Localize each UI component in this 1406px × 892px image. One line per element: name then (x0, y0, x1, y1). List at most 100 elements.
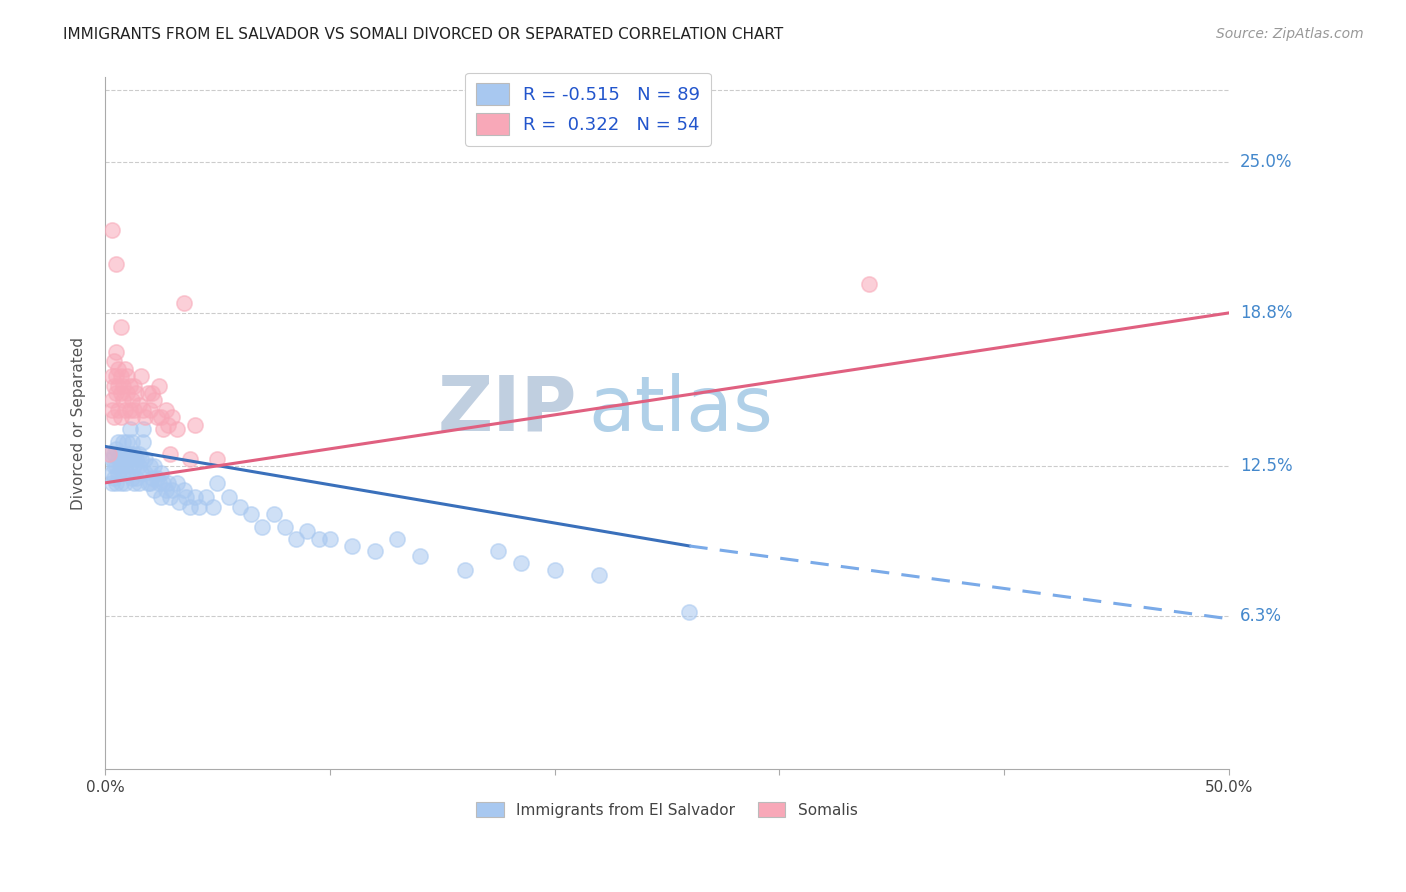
Point (509, 556, 531, 570)
Point (118, 378, 141, 392)
Point (122, 458, 145, 473)
Text: IMMIGRANTS FROM EL SALVADOR VS SOMALI DIVORCED OR SEPARATED CORRELATION CHART: IMMIGRANTS FROM EL SALVADOR VS SOMALI DI… (63, 27, 783, 42)
Point (136, 386, 159, 401)
Point (100, 403, 122, 417)
Point (118, 403, 141, 417)
Point (486, 544, 509, 558)
Point (143, 483, 166, 497)
Point (201, 500, 224, 515)
Point (107, 361, 129, 376)
Point (125, 386, 148, 401)
Point (114, 447, 136, 461)
Point (121, 393, 143, 408)
Point (110, 475, 132, 490)
Point (128, 398, 150, 412)
Point (125, 451, 148, 466)
Y-axis label: Divorced or Separated: Divorced or Separated (72, 337, 86, 510)
Point (122, 447, 145, 461)
Point (543, 563, 565, 577)
Point (100, 466, 122, 480)
Point (167, 495, 190, 509)
Point (100, 451, 122, 466)
Point (141, 386, 163, 401)
Point (105, 257, 128, 271)
Point (117, 386, 139, 401)
Point (103, 410, 125, 425)
Point (100, 475, 122, 490)
Text: ZIP: ZIP (437, 373, 576, 447)
Point (128, 458, 150, 473)
Point (134, 466, 156, 480)
Point (408, 549, 430, 563)
Point (150, 491, 173, 505)
Point (111, 393, 134, 408)
Point (152, 475, 174, 490)
Point (121, 471, 143, 485)
Point (143, 458, 166, 473)
Point (100, 223, 122, 237)
Point (114, 458, 136, 473)
Point (319, 532, 342, 546)
Point (134, 410, 156, 425)
Point (132, 422, 155, 436)
Point (145, 410, 167, 425)
Point (111, 378, 134, 392)
Point (179, 451, 201, 466)
Point (155, 403, 177, 417)
Point (285, 532, 308, 546)
Point (98, 447, 121, 461)
Point (110, 447, 132, 461)
Point (342, 539, 364, 553)
Point (195, 491, 218, 505)
Point (129, 451, 152, 466)
Point (122, 378, 145, 392)
Point (128, 475, 150, 490)
Point (858, 277, 880, 291)
Point (166, 475, 188, 490)
Point (107, 403, 129, 417)
Point (107, 451, 129, 466)
Point (150, 466, 173, 480)
Point (155, 483, 177, 497)
Point (110, 320, 132, 334)
Point (118, 422, 141, 436)
Point (103, 378, 125, 392)
Point (117, 451, 139, 466)
Point (385, 532, 408, 546)
Point (121, 451, 143, 466)
Point (128, 447, 150, 461)
Point (588, 568, 610, 582)
Point (152, 422, 174, 436)
Point (111, 466, 134, 480)
Point (179, 500, 201, 515)
Text: 25.0%: 25.0% (1240, 153, 1292, 171)
Point (114, 475, 136, 490)
Point (134, 451, 156, 466)
Point (166, 422, 188, 436)
Text: Source: ZipAtlas.com: Source: ZipAtlas.com (1216, 27, 1364, 41)
Point (107, 378, 129, 392)
Point (159, 447, 181, 461)
Point (114, 361, 136, 376)
Point (184, 417, 207, 432)
Point (105, 442, 128, 456)
Point (252, 519, 274, 533)
Point (105, 369, 128, 384)
Point (143, 393, 166, 408)
Point (141, 471, 163, 485)
Point (129, 466, 152, 480)
Legend: Immigrants from El Salvador, Somalis: Immigrants from El Salvador, Somalis (470, 796, 863, 824)
Point (107, 434, 129, 449)
Point (139, 458, 162, 473)
Point (364, 544, 387, 558)
Point (207, 451, 229, 466)
Point (121, 434, 143, 449)
Point (156, 475, 179, 490)
Point (678, 605, 700, 619)
Point (173, 483, 195, 497)
Point (453, 563, 475, 577)
Point (184, 491, 207, 505)
Point (110, 410, 132, 425)
Point (110, 369, 132, 384)
Point (139, 403, 162, 417)
